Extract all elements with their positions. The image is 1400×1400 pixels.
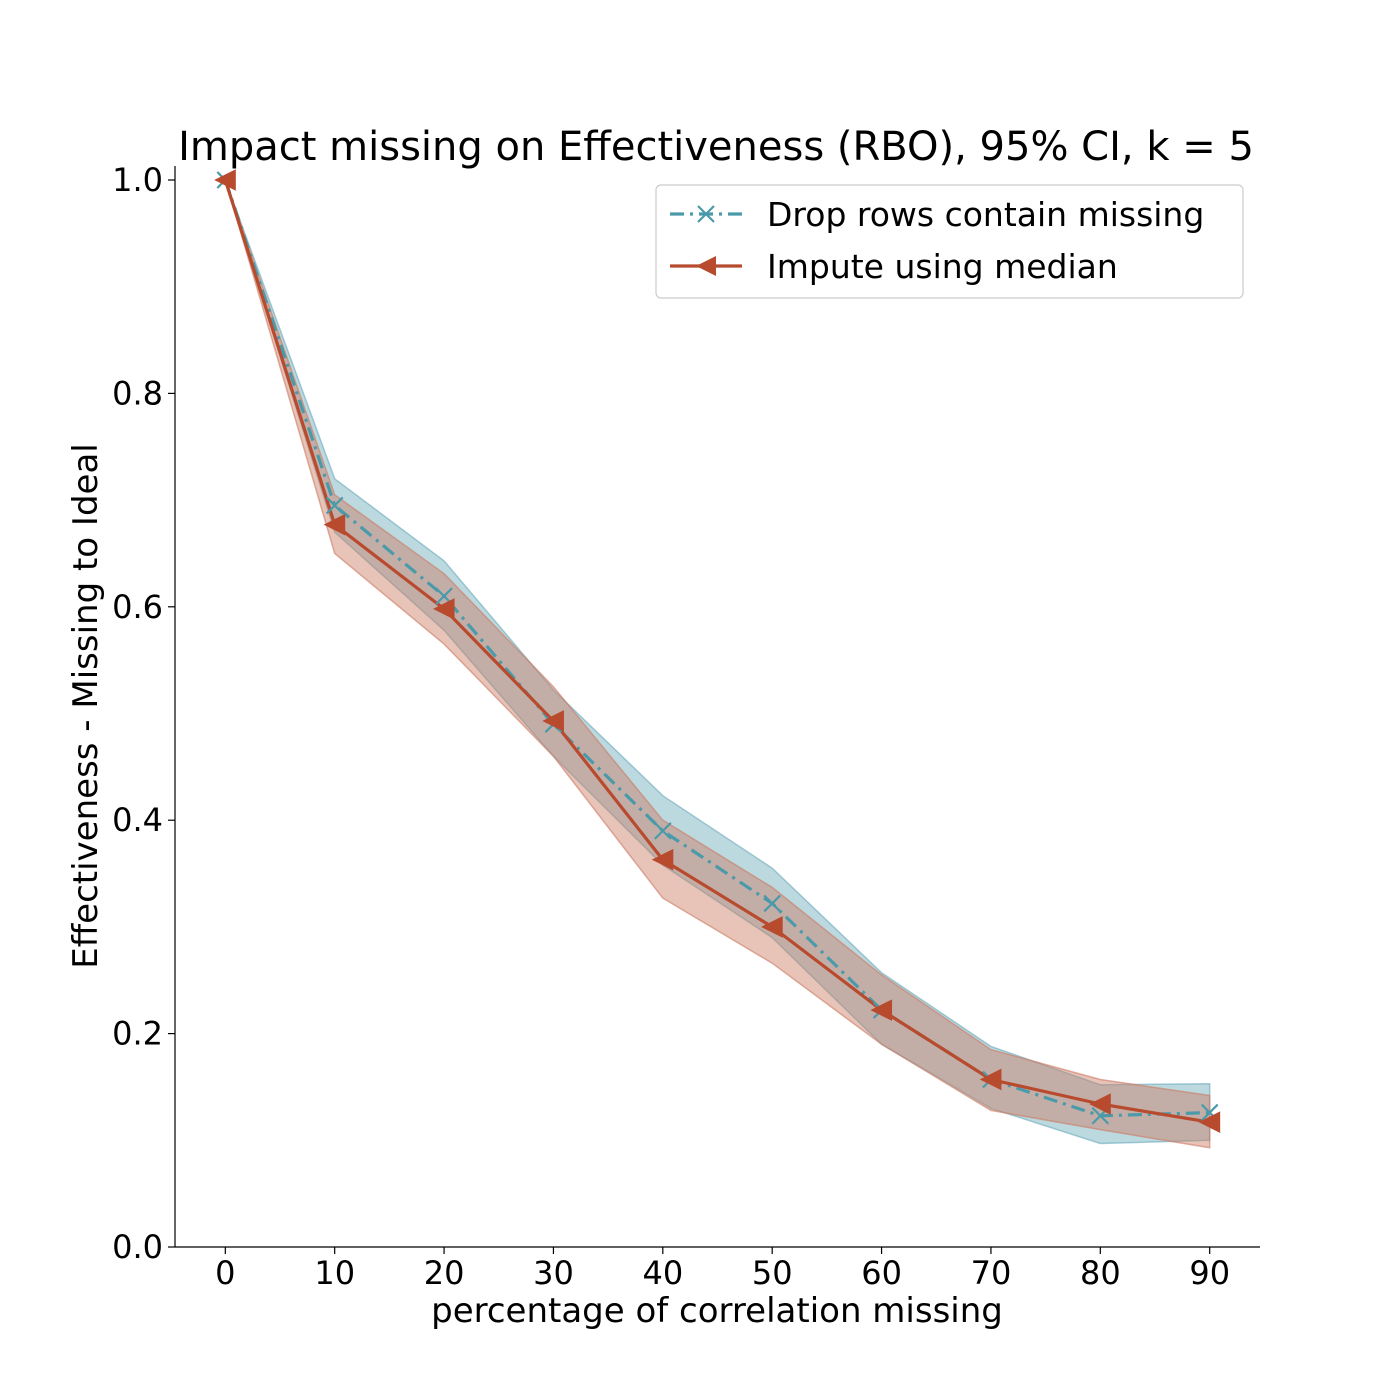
series-markers xyxy=(214,169,1221,1133)
point-marker-series-0 xyxy=(325,496,344,515)
point-marker-series-1 xyxy=(651,848,674,871)
legend-label-series-1: Impute using median xyxy=(767,247,1118,286)
y-ticks: 0.0 0.2 0.4 0.6 0.8 1.0 xyxy=(112,161,175,1266)
legend-marker-series-0 xyxy=(697,205,715,223)
point-marker-series-1 xyxy=(1089,1093,1111,1115)
x-tick-label: 0 xyxy=(215,1254,235,1292)
legend-marker-series-1 xyxy=(696,256,716,276)
y-tick-label: 1.0 xyxy=(112,161,163,199)
x-tick-label: 90 xyxy=(1189,1254,1230,1292)
confidence-bands xyxy=(224,179,1211,1149)
x-ticks: 0 10 20 30 40 50 60 70 80 90 xyxy=(215,1247,1230,1292)
x-tick-label: 30 xyxy=(533,1254,574,1292)
point-marker-series-1 xyxy=(323,513,346,536)
series-line-1 xyxy=(223,179,1210,1124)
ci-band-series-0 xyxy=(224,179,1211,1145)
x-tick-label: 50 xyxy=(752,1254,793,1292)
point-marker-series-1 xyxy=(542,710,564,732)
series-lines xyxy=(223,179,1210,1124)
chart-title: Impact missing on Effectiveness (RBO), 9… xyxy=(178,124,1254,170)
y-tick-label: 0.6 xyxy=(112,588,163,626)
point-marker-series-1 xyxy=(761,916,783,938)
y-tick-label: 0.8 xyxy=(112,374,163,412)
x-tick-label: 80 xyxy=(1080,1254,1121,1292)
point-marker-series-1 xyxy=(979,1068,1002,1091)
axes xyxy=(174,166,1260,1248)
point-marker-series-0 xyxy=(654,822,672,840)
x-tick-label: 20 xyxy=(424,1254,465,1292)
x-tick-label: 40 xyxy=(642,1254,683,1292)
legend: Drop rows contain missing Impute using me… xyxy=(655,184,1244,299)
x-tick-label: 70 xyxy=(971,1254,1012,1292)
legend-label-series-0: Drop rows contain missing xyxy=(767,195,1204,234)
y-tick-label: 0.4 xyxy=(112,801,163,839)
point-marker-series-1 xyxy=(1198,1111,1221,1133)
ci-band-series-1 xyxy=(224,179,1211,1149)
y-axis-title: Effectiveness - Missing to Ideal xyxy=(66,443,106,968)
point-marker-series-1 xyxy=(870,999,893,1021)
y-tick-label: 0.0 xyxy=(112,1228,163,1266)
x-tick-label: 60 xyxy=(861,1254,902,1292)
x-tick-label: 10 xyxy=(314,1254,355,1292)
point-marker-series-0 xyxy=(763,894,781,913)
point-marker-series-1 xyxy=(432,598,455,620)
x-axis-title: percentage of correlation missing xyxy=(431,1291,1003,1331)
legend-frame xyxy=(655,184,1244,299)
point-marker-series-1 xyxy=(214,169,236,191)
y-tick-label: 0.2 xyxy=(112,1015,163,1053)
series-line-0 xyxy=(223,179,1210,1118)
